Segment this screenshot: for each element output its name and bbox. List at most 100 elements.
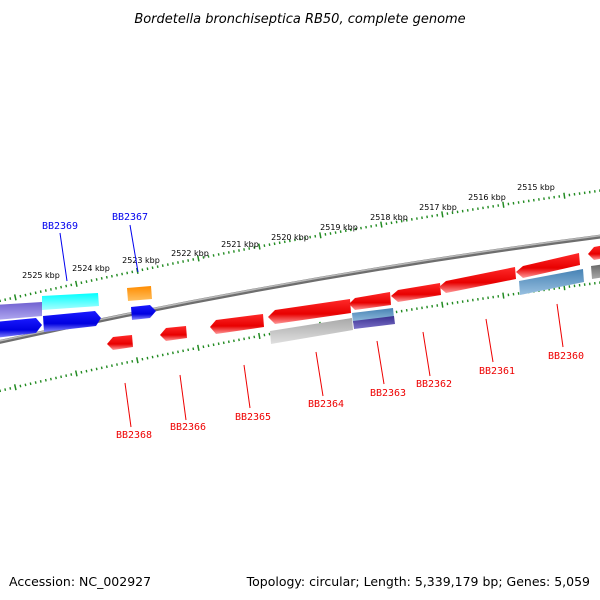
gene-arrow-bb2366 [160, 326, 187, 341]
ruler-major-tick [258, 243, 261, 250]
ruler-major-tick [380, 221, 383, 228]
ruler-minor-tick [70, 283, 73, 287]
ruler-major-tick [197, 344, 200, 351]
gene-leader-line [59, 232, 68, 282]
ruler-minor-tick [146, 267, 149, 271]
gene-label-bb2361: BB2361 [479, 366, 515, 377]
ruler-label: 2519 kbp [320, 223, 358, 232]
feature-orange [127, 286, 152, 301]
ruler-minor-tick [166, 352, 169, 356]
ruler-minor-tick [39, 380, 42, 383]
gene-label-bb2364: BB2364 [308, 399, 344, 410]
gene-leader-line [124, 382, 132, 428]
ruler-minor-tick [110, 274, 113, 278]
map-title: Bordetella bronchiseptica RB50, complete… [134, 12, 465, 27]
gene-leader-line [422, 331, 431, 377]
ruler-minor-tick [39, 290, 42, 294]
ruler-minor-tick [85, 280, 88, 283]
gene-arrow-bb2369 [43, 311, 101, 332]
ruler-major-tick [13, 294, 17, 301]
ruler-minor-tick [151, 266, 154, 270]
ruler-major-tick [13, 384, 17, 391]
forward-strand-features [0, 286, 156, 338]
gene-leader-line [485, 318, 494, 363]
gene-arrow-bb2365 [210, 314, 264, 334]
ruler-minor-tick [105, 365, 108, 369]
ruler-minor-tick [131, 270, 134, 274]
gene-leader-line [129, 224, 139, 273]
ruler-major-tick [74, 280, 78, 287]
ruler-minor-tick [34, 291, 37, 295]
ruler-minor-tick [4, 298, 7, 302]
ruler-minor-tick [90, 368, 93, 372]
gene-labels: BB2369 BB2367 BB2368 BB2366 BB2365 BB2364 BB23… [42, 212, 584, 441]
ruler-minor-tick [141, 268, 144, 272]
ruler-minor-tick [141, 357, 144, 361]
ruler-major-tick [135, 357, 139, 364]
ruler-minor-tick [29, 292, 32, 296]
gene-arrow-bb2362 [391, 283, 441, 302]
ruler-minor-tick [100, 276, 103, 280]
gene-arrow-edge [588, 245, 600, 260]
reverse-strand-features [107, 245, 600, 350]
ruler-minor-tick [105, 275, 108, 279]
ruler-major-tick [74, 370, 78, 377]
ruler-minor-tick [156, 265, 159, 269]
ruler-minor-tick [9, 297, 12, 300]
ruler-minor-tick [156, 354, 159, 358]
ruler-minor-tick [95, 278, 98, 281]
ruler-label: 2525 kbp [22, 271, 60, 280]
gene-label-bb2369: BB2369 [42, 221, 78, 232]
ruler-minor-tick [161, 353, 164, 357]
ruler-minor-tick [65, 284, 68, 288]
ruler-minor-tick [121, 272, 124, 276]
gene-label-bb2363: BB2363 [370, 388, 406, 399]
ruler-label: 2516 kbp [468, 193, 506, 202]
ruler-minor-tick [4, 388, 7, 391]
ruler-minor-tick [80, 370, 83, 374]
ruler-minor-tick [49, 288, 52, 291]
ruler-minor-tick [19, 294, 22, 298]
gene-leader-line [376, 340, 385, 385]
ruler-label: 2523 kbp [122, 256, 160, 265]
gene-label-bb2360: BB2360 [548, 351, 584, 362]
gene-leader-line [243, 364, 251, 409]
gene-label-bb2367: BB2367 [112, 212, 148, 223]
ruler-minor-tick [95, 367, 98, 371]
inner-ruler [0, 281, 600, 393]
ruler-minor-tick [55, 376, 57, 380]
ruler-label: 2520 kbp [271, 233, 309, 242]
ruler-minor-tick [161, 264, 164, 267]
gene-arrow-bb2361 [439, 267, 516, 293]
feature-darkgray [591, 264, 600, 279]
ruler-label: 2524 kbp [72, 264, 110, 273]
gene-arrow-bb2364 [268, 299, 351, 324]
accession-text: Accession: NC_002927 [9, 574, 151, 589]
ruler-minor-tick [90, 279, 93, 282]
gene-arrow-bb2360 [516, 253, 580, 278]
gene-leader-line [179, 374, 187, 421]
ruler-minor-tick [55, 286, 57, 290]
ruler-major-tick [258, 332, 261, 340]
ruler-minor-tick [146, 356, 149, 360]
ruler-minor-tick [24, 383, 27, 387]
feature-gray [270, 318, 353, 344]
ruler-minor-tick [70, 373, 73, 376]
ruler-label: 2517 kbp [419, 203, 457, 212]
ruler-label: 2521 kbp [221, 240, 259, 249]
gene-label-bb2362: BB2362 [416, 379, 452, 390]
ruler-major-tick [502, 292, 505, 299]
genome-summary-text: Topology: circular; Length: 5,339,179 bp… [246, 574, 590, 589]
gene-label-bb2365: BB2365 [235, 412, 271, 423]
ruler-major-tick [563, 192, 566, 199]
ruler-minor-tick [80, 281, 83, 285]
ruler-minor-tick [116, 273, 118, 277]
gene-leader-line [556, 303, 564, 348]
ruler-major-tick [197, 255, 200, 262]
ruler-minor-tick [29, 382, 32, 386]
ruler-minor-tick [44, 289, 47, 292]
ruler-minor-tick [110, 364, 113, 368]
ruler-minor-tick [116, 363, 118, 366]
